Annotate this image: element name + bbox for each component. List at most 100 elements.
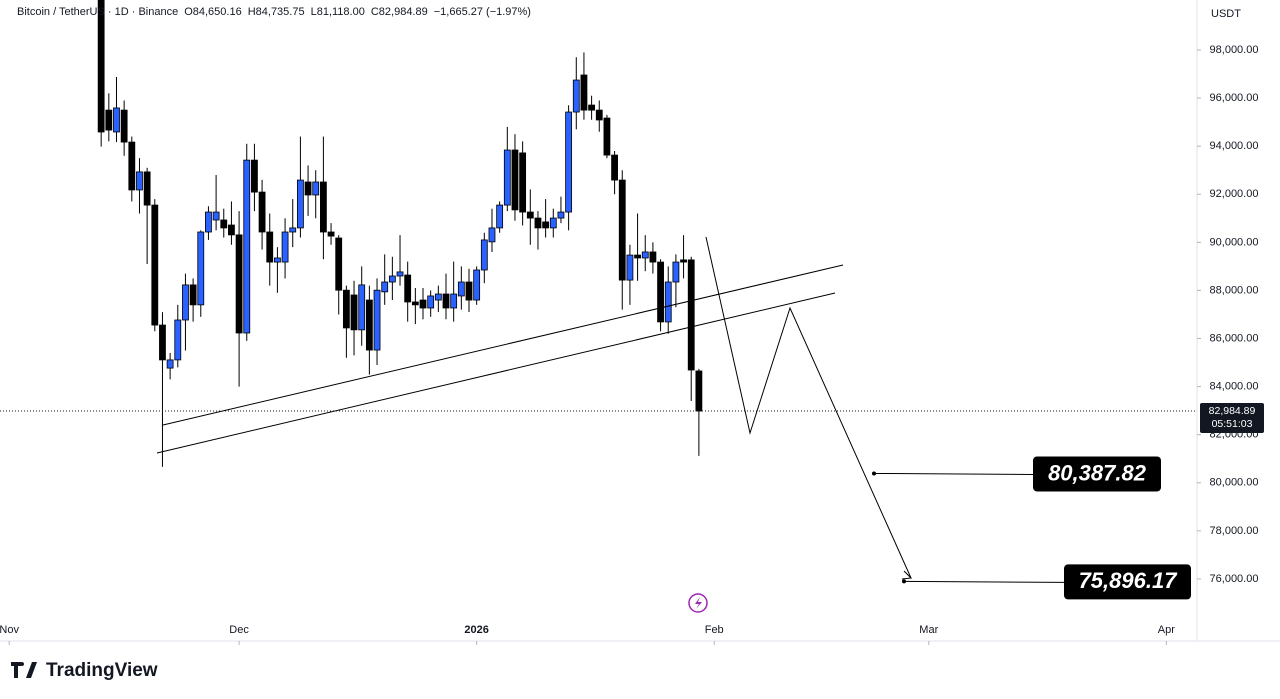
y-tick-label: 84,000.00 [1210, 381, 1259, 393]
candle-body [611, 154, 618, 181]
candle-body [128, 141, 136, 191]
candle-body [465, 281, 473, 301]
arrow-head [901, 570, 913, 580]
trend-line [156, 292, 836, 454]
candle-body [235, 234, 243, 334]
target-label: 80,387.82 [1048, 460, 1147, 485]
candle-body [304, 181, 312, 196]
candle-body [296, 179, 304, 229]
candle-body [358, 284, 366, 331]
candle-body [212, 211, 220, 221]
candle-body [335, 237, 343, 291]
target-label: 75,896.17 [1079, 568, 1179, 593]
x-tick-label: Nov [0, 624, 19, 636]
candle-body [595, 109, 603, 121]
y-tick-label: 96,000.00 [1210, 92, 1259, 104]
legend-header: Bitcoin / TetherUS · 1D · Binance O84,65… [17, 6, 531, 18]
header-value: L81,118.00 [310, 6, 365, 18]
candle-body [695, 370, 703, 412]
target-box [1033, 456, 1161, 492]
candle-body [450, 293, 458, 309]
candle-body [473, 269, 481, 301]
candle-body [503, 149, 511, 206]
drawings [156, 236, 913, 580]
candle-body [189, 284, 197, 306]
candle-body [243, 159, 251, 334]
y-tick-label: 80,000.00 [1210, 477, 1259, 489]
candle-body [120, 109, 128, 143]
candle-body [442, 293, 450, 309]
last-price-box [1200, 403, 1264, 434]
x-tick-label: 2026 [464, 624, 488, 636]
header-value: −1,665.27 (−1.97%) [433, 6, 531, 18]
candle-body [580, 74, 588, 111]
target-dot [872, 471, 876, 476]
candle-body [419, 299, 427, 309]
candle-body [251, 159, 258, 193]
candle-body [480, 239, 488, 271]
candle-body [687, 259, 695, 371]
candle-body [319, 181, 327, 233]
candle-body [266, 231, 274, 263]
y-tick-label: 76,000.00 [1210, 573, 1259, 585]
candle-body [496, 204, 504, 229]
currency-label: USDT [1211, 8, 1241, 20]
plot-area [0, 0, 1197, 467]
trend-line [162, 264, 844, 426]
candle-body [205, 211, 212, 233]
alert-icon [688, 593, 708, 613]
candle-body [626, 254, 634, 281]
candle-body [228, 224, 235, 236]
candle-body [281, 231, 289, 263]
header-value: O84,650.16 [184, 6, 242, 18]
candle-body [488, 227, 496, 243]
y-tick-label: 78,000.00 [1210, 525, 1259, 537]
x-tick-label: Dec [229, 624, 249, 636]
header-value: H84,735.75 [247, 6, 305, 18]
candle-body [572, 79, 580, 113]
logo: TradingView [11, 660, 158, 681]
candle-body [672, 261, 680, 283]
candle-body [534, 217, 542, 229]
candle-body [365, 299, 373, 351]
x-tick-label: Mar [919, 624, 938, 636]
candle-body [105, 109, 113, 131]
candle-body [526, 211, 534, 219]
candle-body [649, 251, 657, 263]
y-tick-label: 88,000.00 [1210, 284, 1259, 296]
y-tick-label: 90,000.00 [1210, 236, 1259, 248]
candle-body [457, 281, 465, 297]
last-price-label: 82,984.89 [1209, 405, 1256, 417]
brand: TradingView [46, 660, 158, 681]
candle-body [159, 324, 166, 361]
candle-body [197, 231, 205, 306]
candle-body [618, 179, 626, 281]
candle-body [220, 219, 228, 229]
candle-body [182, 284, 189, 321]
candle-body [404, 274, 412, 303]
candle-body [664, 281, 672, 323]
y-tick-label: 92,000.00 [1210, 188, 1259, 200]
candle-body [97, 0, 105, 133]
candle-body [327, 231, 335, 237]
candle-body [151, 204, 159, 326]
candle-body [634, 254, 641, 259]
candle-body [542, 221, 550, 229]
candle-body [557, 211, 565, 219]
candle-body [312, 181, 320, 196]
candle-body [427, 295, 435, 309]
x-tick-label: Apr [1158, 624, 1175, 636]
candle-body [549, 217, 557, 229]
candle-body [511, 149, 519, 211]
candle-body [373, 289, 381, 351]
header-value: C82,984.89 [370, 6, 428, 18]
y-tick-label: 86,000.00 [1210, 332, 1259, 344]
candle-body [274, 257, 281, 263]
candle-body [342, 289, 350, 329]
candle-body [434, 293, 442, 301]
candle-body [258, 191, 266, 233]
x-tick-label: Feb [705, 624, 724, 636]
y-tick-label: 94,000.00 [1210, 140, 1259, 152]
